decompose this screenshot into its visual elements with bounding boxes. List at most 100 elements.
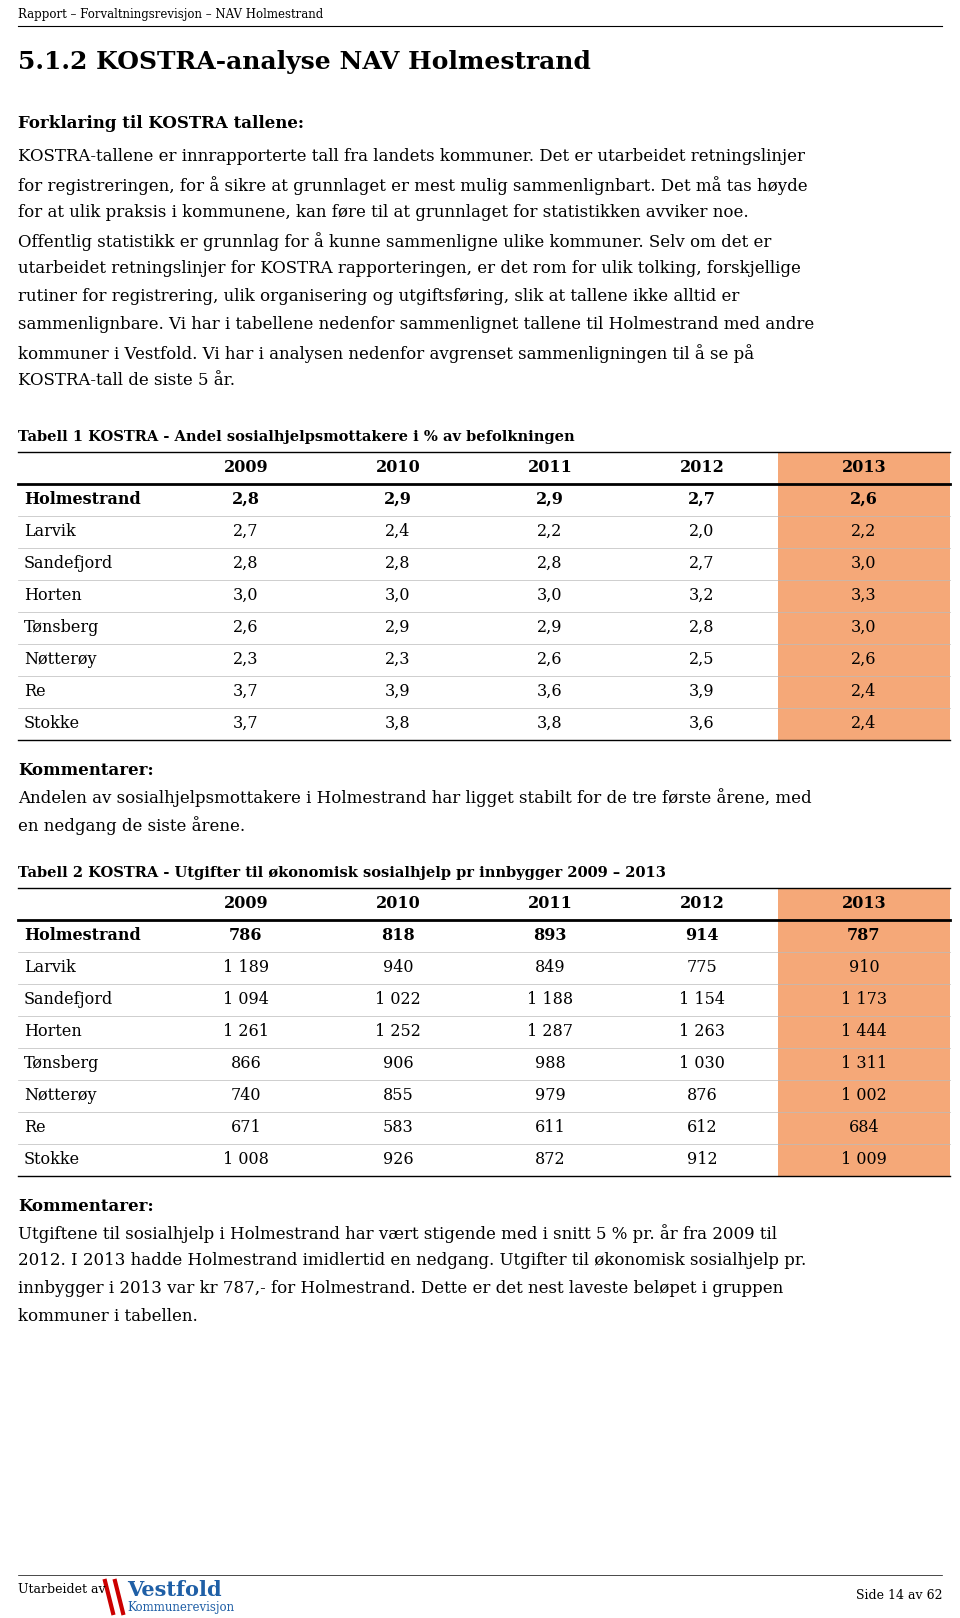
Text: 2,4: 2,4 xyxy=(852,683,876,701)
Text: 893: 893 xyxy=(534,927,566,943)
Text: 876: 876 xyxy=(686,1087,717,1103)
Bar xyxy=(778,451,950,739)
Text: 979: 979 xyxy=(535,1087,565,1103)
Text: 1 173: 1 173 xyxy=(841,990,887,1008)
Text: 3,7: 3,7 xyxy=(233,715,259,731)
Text: 1 189: 1 189 xyxy=(223,959,269,976)
Text: 2,4: 2,4 xyxy=(852,715,876,731)
Text: Re: Re xyxy=(24,1120,46,1136)
Bar xyxy=(778,888,950,1176)
Text: 2,7: 2,7 xyxy=(688,490,716,508)
Text: 2,9: 2,9 xyxy=(385,620,411,636)
Text: 787: 787 xyxy=(848,927,880,943)
Text: 988: 988 xyxy=(535,1055,565,1073)
Text: Stokke: Stokke xyxy=(24,715,80,731)
Text: 671: 671 xyxy=(230,1120,261,1136)
Text: Rapport – Forvaltningsrevisjon – NAV Holmestrand: Rapport – Forvaltningsrevisjon – NAV Hol… xyxy=(18,8,324,21)
Text: 1 008: 1 008 xyxy=(223,1150,269,1168)
Text: Holmestrand: Holmestrand xyxy=(24,927,141,943)
Text: 2012. I 2013 hadde Holmestrand imidlertid en nedgang. Utgifter til økonomisk sos: 2012. I 2013 hadde Holmestrand imidlerti… xyxy=(18,1252,806,1269)
Text: 2,4: 2,4 xyxy=(385,523,411,540)
Text: 2,5: 2,5 xyxy=(689,650,715,668)
Text: KOSTRA-tallene er innrapporterte tall fra landets kommuner. Det er utarbeidet re: KOSTRA-tallene er innrapporterte tall fr… xyxy=(18,147,805,165)
Text: 2011: 2011 xyxy=(528,460,572,476)
Text: Nøtterøy: Nøtterøy xyxy=(24,650,97,668)
Text: Larvik: Larvik xyxy=(24,959,76,976)
Text: 1 287: 1 287 xyxy=(527,1023,573,1040)
Text: 872: 872 xyxy=(535,1150,565,1168)
Text: 2,6: 2,6 xyxy=(233,620,259,636)
Text: 3,7: 3,7 xyxy=(233,683,259,701)
Text: 2,8: 2,8 xyxy=(689,620,715,636)
Text: Side 14 av 62: Side 14 av 62 xyxy=(855,1589,942,1602)
Text: 2009: 2009 xyxy=(224,460,268,476)
Text: 2,2: 2,2 xyxy=(538,523,563,540)
Text: 684: 684 xyxy=(849,1120,879,1136)
Text: 3,8: 3,8 xyxy=(538,715,563,731)
Text: 3,3: 3,3 xyxy=(852,587,876,604)
Text: Stokke: Stokke xyxy=(24,1150,80,1168)
Text: 906: 906 xyxy=(383,1055,414,1073)
Text: 2,3: 2,3 xyxy=(385,650,411,668)
Text: 1 009: 1 009 xyxy=(841,1150,887,1168)
Text: 1 252: 1 252 xyxy=(375,1023,420,1040)
Text: 910: 910 xyxy=(849,959,879,976)
Text: 2,9: 2,9 xyxy=(536,490,564,508)
Text: 2,3: 2,3 xyxy=(233,650,259,668)
Text: Utgiftene til sosialhjelp i Holmestrand har vært stigende med i snitt 5 % pr. år: Utgiftene til sosialhjelp i Holmestrand … xyxy=(18,1223,777,1243)
Text: Sandefjord: Sandefjord xyxy=(24,990,113,1008)
Text: 2013: 2013 xyxy=(842,460,886,476)
Text: 926: 926 xyxy=(383,1150,414,1168)
Text: 786: 786 xyxy=(229,927,263,943)
Text: 612: 612 xyxy=(686,1120,717,1136)
Text: 3,2: 3,2 xyxy=(689,587,715,604)
Text: 849: 849 xyxy=(535,959,565,976)
Text: 2,7: 2,7 xyxy=(233,523,259,540)
Text: 2,9: 2,9 xyxy=(384,490,412,508)
Text: for registreringen, for å sikre at grunnlaget er mest mulig sammenlignbart. Det : for registreringen, for å sikre at grunn… xyxy=(18,176,807,194)
Text: sammenlignbare. Vi har i tabellene nedenfor sammenlignet tallene til Holmestrand: sammenlignbare. Vi har i tabellene neden… xyxy=(18,316,814,333)
Text: 583: 583 xyxy=(383,1120,414,1136)
Text: 2,2: 2,2 xyxy=(852,523,876,540)
Text: 818: 818 xyxy=(381,927,415,943)
Text: 5.1.2 KOSTRA-analyse NAV Holmestrand: 5.1.2 KOSTRA-analyse NAV Holmestrand xyxy=(18,50,590,74)
Text: 3,8: 3,8 xyxy=(385,715,411,731)
Text: 3,9: 3,9 xyxy=(385,683,411,701)
Text: utarbeidet retningslinjer for KOSTRA rapporteringen, er det rom for ulik tolking: utarbeidet retningslinjer for KOSTRA rap… xyxy=(18,260,801,277)
Text: 2,6: 2,6 xyxy=(538,650,563,668)
Text: Kommunerevisjon: Kommunerevisjon xyxy=(127,1600,234,1615)
Text: 1 444: 1 444 xyxy=(841,1023,887,1040)
Text: rutiner for registrering, ulik organisering og utgiftsføring, slik at tallene ik: rutiner for registrering, ulik organiser… xyxy=(18,288,739,306)
Text: Horten: Horten xyxy=(24,1023,82,1040)
Text: 1 188: 1 188 xyxy=(527,990,573,1008)
Text: Tønsberg: Tønsberg xyxy=(24,620,100,636)
Text: innbygger i 2013 var kr 787,- for Holmestrand. Dette er det nest laveste beløpet: innbygger i 2013 var kr 787,- for Holmes… xyxy=(18,1280,783,1298)
Text: kommuner i tabellen.: kommuner i tabellen. xyxy=(18,1307,198,1325)
Text: 1 094: 1 094 xyxy=(223,990,269,1008)
Text: 740: 740 xyxy=(230,1087,261,1103)
Text: Holmestrand: Holmestrand xyxy=(24,490,141,508)
Text: 2,6: 2,6 xyxy=(850,490,878,508)
Text: 3,0: 3,0 xyxy=(385,587,411,604)
Text: Re: Re xyxy=(24,683,46,701)
Text: en nedgang de siste årene.: en nedgang de siste årene. xyxy=(18,815,245,835)
Text: 3,0: 3,0 xyxy=(233,587,259,604)
Text: 3,0: 3,0 xyxy=(852,620,876,636)
Text: Andelen av sosialhjelpsmottakere i Holmestrand har ligget stabilt for de tre før: Andelen av sosialhjelpsmottakere i Holme… xyxy=(18,788,811,807)
Text: Tønsberg: Tønsberg xyxy=(24,1055,100,1073)
Text: 940: 940 xyxy=(383,959,413,976)
Text: 2009: 2009 xyxy=(224,895,268,913)
Text: Utarbeidet av: Utarbeidet av xyxy=(18,1582,106,1595)
Text: 2,6: 2,6 xyxy=(852,650,876,668)
Text: 2,8: 2,8 xyxy=(233,555,259,573)
Text: Kommentarer:: Kommentarer: xyxy=(18,762,154,778)
Text: Forklaring til KOSTRA tallene:: Forklaring til KOSTRA tallene: xyxy=(18,115,304,133)
Text: Nøtterøy: Nøtterøy xyxy=(24,1087,97,1103)
Text: 2,8: 2,8 xyxy=(232,490,260,508)
Text: 2,7: 2,7 xyxy=(689,555,715,573)
Text: 1 022: 1 022 xyxy=(375,990,420,1008)
Text: 2,8: 2,8 xyxy=(538,555,563,573)
Text: 855: 855 xyxy=(383,1087,414,1103)
Text: 3,0: 3,0 xyxy=(852,555,876,573)
Text: 2,0: 2,0 xyxy=(689,523,714,540)
